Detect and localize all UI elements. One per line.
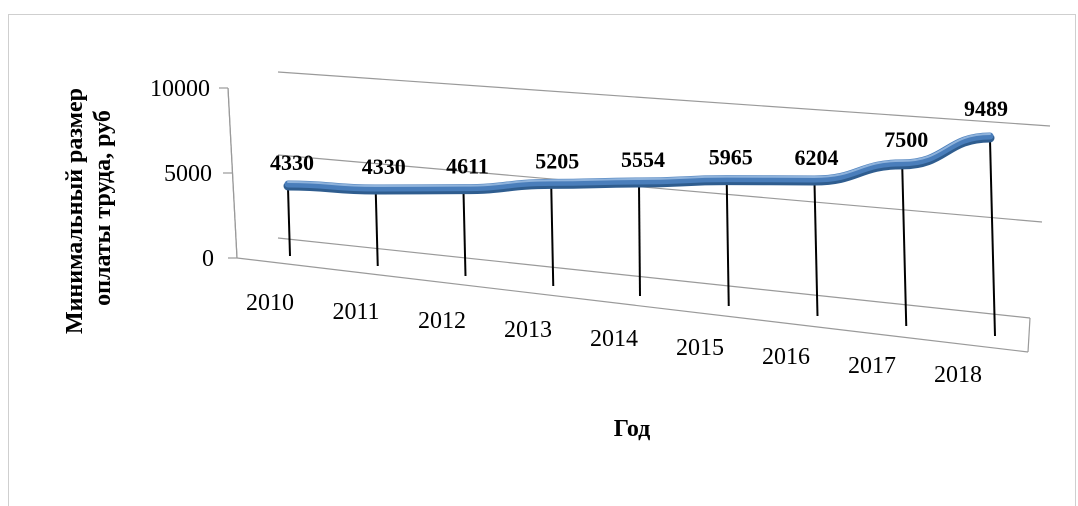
data-label-2017: 7500 [884, 127, 928, 152]
y-tick-label-0: 0 [202, 246, 214, 272]
y-tick-label-5000: 5000 [164, 161, 212, 187]
data-label-2013: 5205 [535, 148, 579, 173]
x-tick-label-2012: 2012 [418, 308, 466, 334]
data-label-2015: 5965 [709, 145, 753, 170]
x-tick-label-2017: 2017 [848, 353, 896, 379]
series-ribbon [283, 132, 995, 195]
x-tick-label-2014: 2014 [590, 326, 638, 352]
drop-lines [287, 139, 996, 337]
floor-back-edge [277, 237, 1031, 319]
x-tick-label-2015: 2015 [676, 335, 724, 361]
drop-line-2012 [462, 191, 467, 277]
chart-frame [8, 14, 1076, 506]
gridline-5000 [277, 154, 1043, 223]
data-label-2011: 4330 [362, 154, 406, 179]
drop-line-2015 [725, 182, 730, 307]
series-line [284, 132, 994, 192]
data-labels: 4330 4330 4611 5205 5554 5965 6204 7500 9489 [270, 96, 1008, 179]
drop-line-2014 [638, 185, 641, 297]
x-tick-label-2011: 2011 [332, 299, 379, 325]
floor-front-edge [236, 257, 1029, 353]
data-label-2012: 4611 [446, 154, 489, 179]
y-axis-tick-labels: 0 5000 10000 [150, 76, 214, 272]
x-axis-tick-labels: 2010 2011 2012 2013 2014 2015 2016 2017 2018 [246, 290, 982, 388]
y-axis-title-line-2: оплаты труда, руб [90, 110, 116, 306]
x-tick-label-2018: 2018 [934, 362, 982, 388]
y-axis-title: Минимальный размер оплаты труда, руб [62, 82, 116, 334]
plot-walls [219, 71, 1051, 353]
data-label-2016: 6204 [795, 145, 839, 170]
data-label-2018: 9489 [964, 96, 1008, 121]
floor-right-edge [1027, 317, 1031, 353]
series-line-highlight [287, 133, 991, 188]
x-tick-label-2016: 2016 [762, 344, 810, 370]
data-label-2014: 5554 [621, 147, 665, 172]
back-wall-top-edge [277, 71, 1051, 127]
drop-line-2013 [550, 186, 555, 287]
drop-line-2010 [287, 187, 291, 257]
x-tick-label-2010: 2010 [246, 290, 294, 316]
y-axis-title-line-1: Минимальный размер [62, 88, 88, 334]
drop-line-2017 [901, 166, 908, 327]
y-axis-line [227, 87, 238, 259]
drop-line-2018 [989, 139, 996, 337]
drop-line-2016 [813, 182, 819, 317]
data-label-2010: 4330 [270, 150, 314, 175]
x-tick-label-2013: 2013 [504, 317, 552, 343]
drop-line-2011 [374, 191, 379, 267]
x-axis-title: Год [614, 416, 651, 442]
y-tick-label-10000: 10000 [150, 76, 210, 102]
